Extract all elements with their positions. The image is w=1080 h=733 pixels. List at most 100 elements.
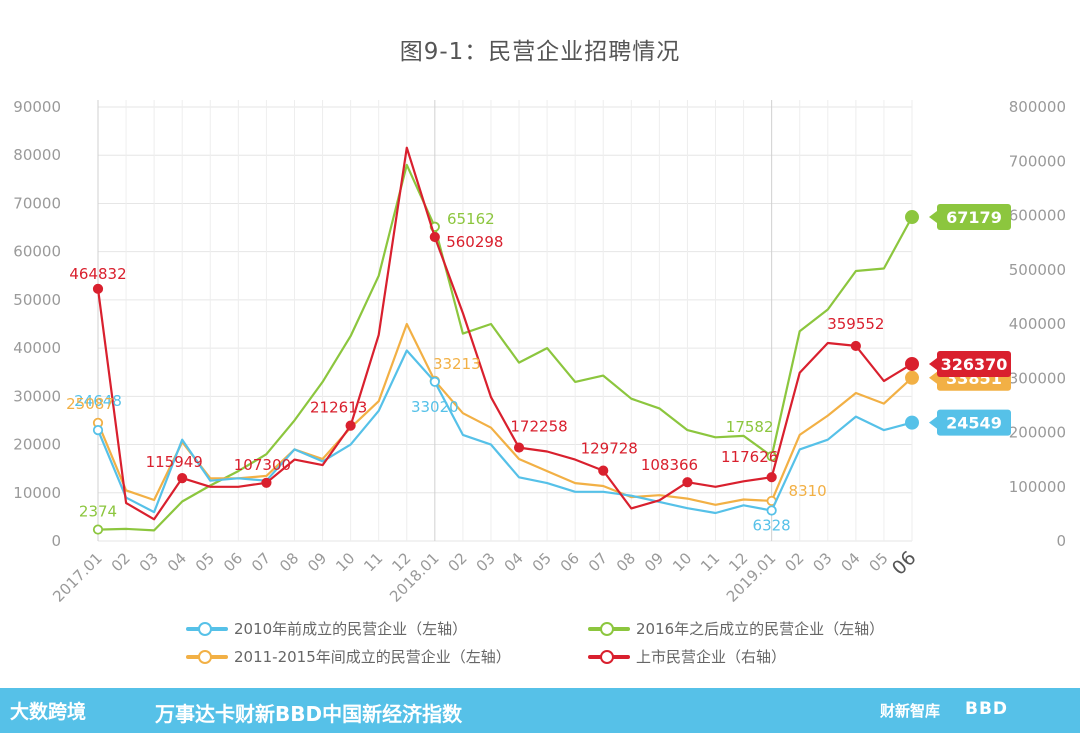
footer-logo-bbd: BBD xyxy=(965,699,1009,719)
data-point xyxy=(905,356,919,371)
data-label: 560298 xyxy=(446,233,503,251)
y-left-tick-label: 10000 xyxy=(13,484,61,502)
data-label: 17582 xyxy=(726,418,774,436)
legend-label-listed: 上市民营企业（右轴） xyxy=(636,648,787,666)
y-right-tick-label: 600000 xyxy=(1009,207,1066,225)
end-tag-pointer xyxy=(929,371,937,384)
data-point xyxy=(905,415,919,430)
x-tick-label: 08 xyxy=(276,549,302,575)
data-point xyxy=(429,376,440,387)
footer-brand: 大数跨境 xyxy=(10,701,87,723)
footer-logo-caixin: 财新智库 xyxy=(880,702,941,720)
legend-label-2011-2015: 2011-2015年间成立的民营企业（左轴） xyxy=(234,648,511,666)
end-tag-label: 24549 xyxy=(946,414,1002,433)
data-label: 359552 xyxy=(827,315,884,333)
end-tag-label: 67179 xyxy=(946,208,1002,227)
y-right-tick-label: 700000 xyxy=(1009,152,1066,170)
data-label: 115949 xyxy=(146,453,203,471)
legend-item-listed[interactable]: 上市民营企业（右轴） xyxy=(588,646,786,667)
data-point xyxy=(177,472,188,484)
data-point xyxy=(513,442,525,453)
x-tick-label: 05 xyxy=(529,549,555,575)
x-tick-label: 10 xyxy=(669,549,695,575)
legend-item-pre2010[interactable]: 2010年前成立的民营企业（左轴） xyxy=(186,618,467,639)
data-label: 117626 xyxy=(721,448,778,466)
data-point xyxy=(766,472,777,483)
data-point xyxy=(92,524,104,535)
data-label: 65162 xyxy=(447,210,495,228)
data-point xyxy=(598,465,609,476)
x-tick-label: 03 xyxy=(809,549,835,575)
y-left-tick-label: 20000 xyxy=(13,436,61,454)
data-point xyxy=(682,477,693,488)
end-tag-pointer xyxy=(929,416,937,429)
data-point xyxy=(905,370,919,385)
data-label: 8310 xyxy=(789,482,827,500)
data-label: 2374 xyxy=(79,503,117,521)
x-tick-label: 07 xyxy=(585,549,611,575)
data-label: 107300 xyxy=(234,456,291,474)
data-label: 33213 xyxy=(433,355,481,373)
y-left-tick-label: 40000 xyxy=(13,339,61,357)
x-tick-label: 03 xyxy=(136,549,162,575)
legend-label-post2016: 2016年之后成立的民营企业（左轴） xyxy=(636,620,885,638)
data-point xyxy=(261,477,272,488)
end-tag-box xyxy=(937,204,1011,231)
x-tick-label: 09 xyxy=(641,549,667,575)
x-tick-label: 06 xyxy=(557,549,583,575)
x-tick-label: 04 xyxy=(837,549,863,575)
y-left-tick-label: 80000 xyxy=(13,146,61,164)
y-right-tick-label: 100000 xyxy=(1009,478,1066,496)
data-point xyxy=(92,424,104,436)
data-label: 33020 xyxy=(411,398,459,416)
data-label: 24648 xyxy=(74,392,122,410)
x-tick-label: 06 xyxy=(888,547,921,580)
x-tick-label: 06 xyxy=(220,549,246,575)
data-point xyxy=(905,210,919,225)
x-tick-label: 07 xyxy=(248,549,274,575)
x-tick-label: 05 xyxy=(866,549,892,575)
y-left-tick-label: 30000 xyxy=(13,387,61,405)
x-tick-label: 09 xyxy=(304,549,330,575)
series-line-2 xyxy=(97,163,913,532)
legend-marker-listed xyxy=(588,649,630,664)
legend-item-post2016[interactable]: 2016年之后成立的民营企业（左轴） xyxy=(588,618,884,639)
x-tick-label: 02 xyxy=(781,549,807,575)
end-tag-pointer xyxy=(929,211,937,224)
series-line-1 xyxy=(96,322,913,506)
x-tick-label: 05 xyxy=(192,549,218,575)
data-label: 172258 xyxy=(510,418,567,436)
y-right-tick-label: 200000 xyxy=(1009,424,1066,442)
legend-item-2011-2015[interactable]: 2011-2015年间成立的民营企业（左轴） xyxy=(186,646,511,667)
series-line-0 xyxy=(96,349,913,515)
x-tick-label: 04 xyxy=(501,549,527,575)
chart-title: 图9-1：民营企业招聘情况 xyxy=(399,39,681,65)
legend-label-pre2010: 2010年前成立的民营企业（左轴） xyxy=(234,620,468,638)
x-tick-label: 03 xyxy=(473,549,499,575)
data-label: 129728 xyxy=(581,440,638,458)
x-tick-label: 04 xyxy=(164,549,190,575)
series-line-3 xyxy=(96,146,913,521)
end-tag-label: 326370 xyxy=(941,355,1008,374)
y-right-tick-label: 400000 xyxy=(1009,315,1066,333)
y-right-tick-label: 500000 xyxy=(1009,261,1066,279)
legend-marker-2011-2015 xyxy=(186,649,228,664)
data-point xyxy=(766,451,777,462)
data-label: 25087 xyxy=(66,395,114,413)
y-right-tick-label: 800000 xyxy=(1009,98,1066,116)
x-tick-label: 02 xyxy=(444,549,470,575)
line-chart: 0 10000 20000 30000 40000 50000 60000 70000 8000… xyxy=(13,98,1066,606)
data-point xyxy=(92,283,104,294)
x-tick-label: 11 xyxy=(697,549,723,575)
end-tag-box xyxy=(937,409,1011,436)
data-label: 212613 xyxy=(310,399,367,417)
data-point xyxy=(429,231,440,243)
end-tag-pointer xyxy=(929,357,937,370)
legend-marker-post2016 xyxy=(588,621,630,636)
end-tag-box xyxy=(937,350,1011,377)
data-label: 108366 xyxy=(641,456,698,474)
y-right-tick-label: 0 xyxy=(1056,532,1066,550)
footer-bar: 大数跨境 万事达卡财新BBD中国新经济指数 财新智库 BBD xyxy=(0,688,1080,733)
x-tick-label: 11 xyxy=(360,549,386,575)
y-left-tick-label: 90000 xyxy=(13,98,61,116)
